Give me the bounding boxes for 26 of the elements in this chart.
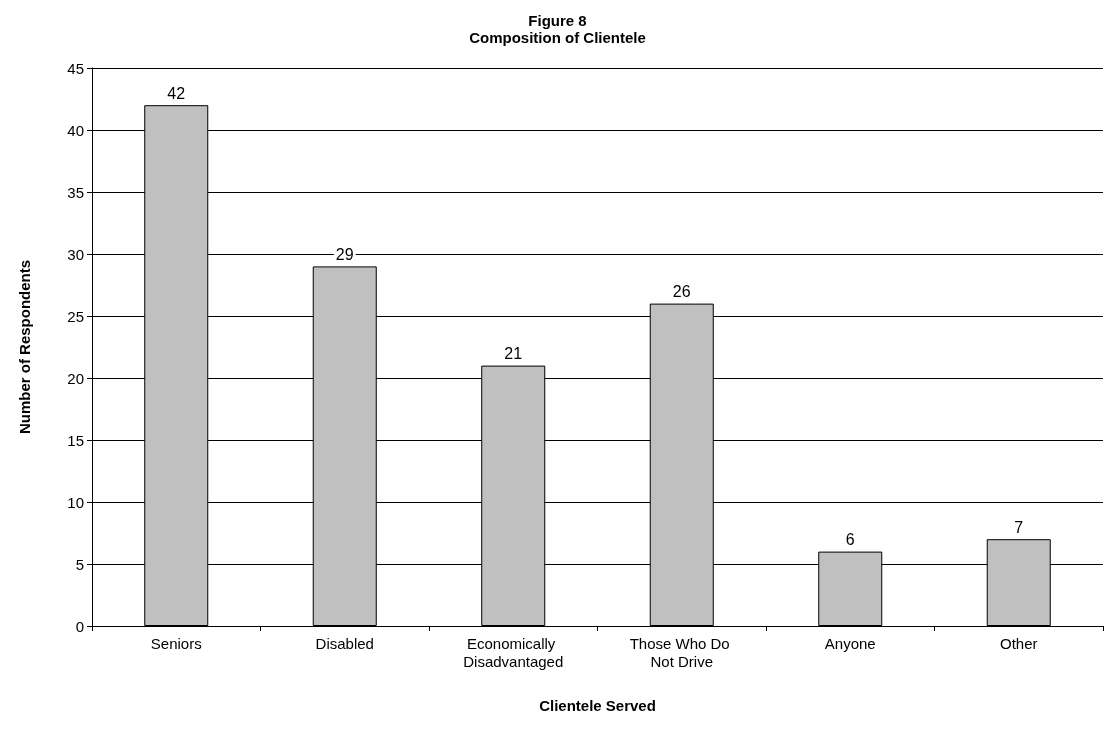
data-label: 21 <box>504 345 523 363</box>
data-label: 26 <box>672 283 691 301</box>
x-tick-label: Seniors <box>150 634 202 652</box>
data-label: 42 <box>167 84 186 102</box>
y-tick-label: 20 <box>67 369 84 387</box>
x-tick-label: Economically Disadvantaged <box>463 634 564 670</box>
y-tick-label: 0 <box>75 617 84 635</box>
data-label: 7 <box>1014 518 1024 536</box>
y-axis-title: Number of Respondents <box>16 259 33 435</box>
x-tick-label: Disabled <box>315 634 374 652</box>
y-tick-label: 10 <box>67 493 84 511</box>
y-tick-label: 15 <box>67 431 84 449</box>
x-tick-label: Those Who Do Not Drive <box>629 634 734 670</box>
y-tick-label: 5 <box>75 555 84 573</box>
y-tick-label: 25 <box>67 307 84 325</box>
data-label: 6 <box>845 531 855 549</box>
x-axis-title: Clientele Served <box>539 697 656 714</box>
y-tick-label: 35 <box>67 183 84 201</box>
chart-title: Figure 8 <box>528 12 587 29</box>
x-tick-label: Anyone <box>824 634 876 652</box>
y-tick-label: 30 <box>67 245 84 263</box>
chart-subtitle: Composition of Clientele <box>469 29 646 46</box>
data-label: 29 <box>335 245 354 263</box>
x-tick-label: Other <box>999 634 1038 652</box>
y-tick-label: 40 <box>67 121 84 139</box>
y-tick-label: 45 <box>67 59 84 77</box>
